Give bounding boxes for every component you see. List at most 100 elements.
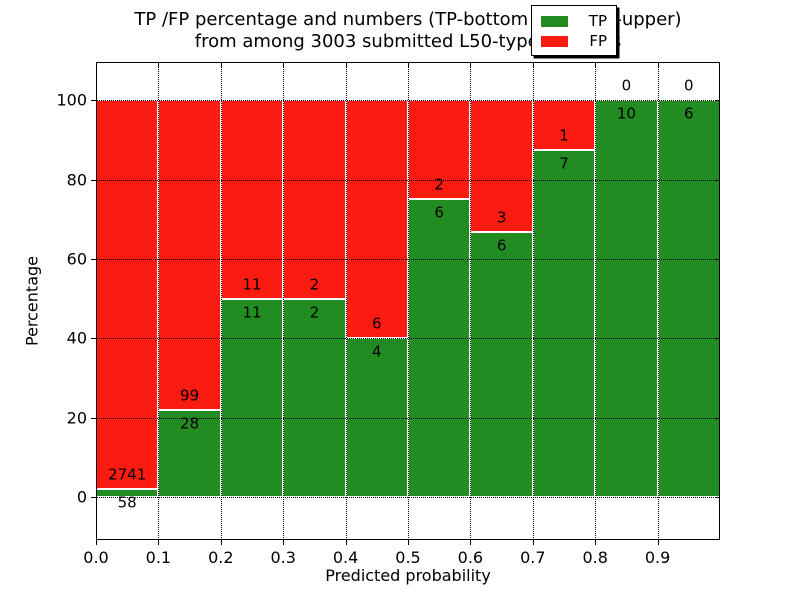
gridline-h	[96, 497, 720, 499]
plot-area: 2741 58 99 28 11 11 2 2 6 4 2 6 3 6 1 7 0 10 0 6	[96, 62, 720, 540]
bar-segment-divider	[408, 198, 471, 201]
bar-segment-divider	[96, 487, 159, 490]
x-tick-mark	[657, 540, 659, 545]
gridline-v	[470, 62, 472, 540]
chart-title-line2: from among 3003 submitted L50-type conta…	[194, 31, 622, 52]
bar-tp-segment	[158, 409, 221, 498]
bar-tp-count-label: 6	[496, 236, 507, 255]
gridline-v	[158, 62, 160, 540]
x-tick-mark	[96, 540, 97, 545]
y-tick-mark-right	[715, 417, 720, 419]
legend-item-tp: TP	[532, 11, 616, 31]
legend-label: TP	[588, 12, 607, 30]
bar-tp-segment	[283, 298, 346, 498]
x-tick-mark	[595, 540, 597, 545]
y-tick-label: 40	[66, 328, 87, 348]
x-tick-mark	[283, 540, 285, 545]
y-tick-label: 100	[56, 90, 87, 110]
x-axis-label: Predicted probability	[325, 566, 491, 585]
x-tick-mark-top	[345, 62, 347, 67]
x-tick-label: 0.0	[83, 548, 109, 567]
bar-tp-count-label: 58	[117, 493, 137, 512]
x-tick-label: 0.7	[520, 548, 546, 567]
bar-tp-segment	[657, 100, 720, 498]
x-tick-mark	[408, 540, 409, 545]
bar-tp-count-label: 6	[684, 104, 694, 123]
bar-segment-divider	[470, 231, 533, 234]
bar-fp-count-label: 99	[180, 386, 200, 405]
bar-tp-count-label: 28	[180, 414, 200, 433]
bar-tp-count-label: 2	[309, 303, 320, 322]
bar-segment-divider	[532, 148, 596, 151]
x-tick-label: 0.8	[582, 548, 608, 567]
bar-fp-segment	[158, 100, 221, 410]
bar-fp-count-label: 1	[559, 126, 569, 145]
gridline-v	[345, 62, 347, 540]
x-tick-mark-top	[532, 62, 534, 67]
bar-fp-segment	[96, 100, 159, 489]
x-tick-mark-top	[408, 62, 409, 67]
gridline-v	[595, 62, 597, 540]
bar-fp-segment	[532, 100, 596, 150]
chart-title: TP /FP percentage and numbers (TP-bottom…	[96, 9, 720, 53]
x-tick-label: 0.4	[332, 548, 359, 567]
y-tick-mark-right	[715, 100, 720, 102]
bar-segment-divider	[158, 408, 221, 411]
bar-fp-segment	[220, 100, 284, 299]
x-tick-mark	[345, 540, 347, 545]
bar-fp-segment	[345, 100, 408, 339]
y-tick-label: 20	[66, 408, 87, 428]
y-tick-mark	[91, 179, 96, 181]
bar-fp-count-label: 6	[372, 314, 382, 333]
x-tick-label: 0.1	[145, 548, 172, 567]
y-tick-mark-right	[715, 338, 720, 340]
legend-item-fp: FP	[532, 31, 616, 51]
y-axis-label: Percentage	[22, 255, 42, 347]
gridline-h	[96, 100, 720, 102]
bar-fp-segment	[470, 100, 533, 233]
bar-tp-segment	[470, 232, 533, 498]
gridline-h	[96, 338, 720, 340]
bar-fp-count-label: 0	[684, 76, 694, 95]
y-tick-mark-right	[715, 497, 720, 499]
bar-fp-segment	[283, 100, 346, 299]
y-tick-label: 60	[66, 249, 87, 269]
bar-fp-count-label: 2	[309, 275, 320, 294]
x-tick-mark	[532, 540, 534, 545]
bar-tp-segment	[220, 298, 284, 498]
bar-fp-count-label: 11	[242, 275, 262, 294]
gridline-h	[96, 258, 720, 260]
bar-tp-segment	[532, 149, 596, 498]
y-tick-mark-right	[715, 179, 720, 181]
x-tick-label: 0.3	[270, 548, 296, 567]
bar-segment-divider	[283, 297, 346, 300]
bar-tp-segment	[96, 488, 159, 498]
x-tick-mark-top	[657, 62, 659, 67]
bar-tp-segment	[408, 199, 471, 498]
legend-fp-swatch-icon	[541, 35, 568, 47]
gridline-h	[96, 417, 720, 419]
x-tick-label: 0.5	[395, 548, 421, 567]
gridline-h	[96, 179, 720, 181]
y-tick-mark-right	[715, 258, 720, 260]
y-tick-mark	[91, 338, 96, 340]
bar-tp-segment	[595, 100, 658, 498]
y-tick-mark	[91, 417, 96, 419]
gridline-v	[532, 62, 534, 540]
gridline-v	[657, 62, 659, 540]
legend-label: FP	[589, 32, 607, 50]
gridline-v	[220, 62, 222, 540]
gridline-v	[408, 62, 409, 540]
x-tick-mark-top	[595, 62, 597, 67]
x-tick-label: 0.6	[457, 548, 484, 567]
bar-tp-segment	[345, 338, 408, 498]
x-tick-mark	[220, 540, 222, 545]
y-tick-mark	[91, 100, 96, 102]
bar-fp-count-label: 2	[434, 175, 444, 194]
x-tick-mark	[158, 540, 160, 545]
bar-fp-segment	[408, 100, 471, 200]
x-tick-label: 0.9	[644, 548, 671, 567]
gridline-v	[283, 62, 285, 540]
y-tick-label: 0	[76, 487, 87, 507]
legend: TP FP	[531, 5, 617, 56]
